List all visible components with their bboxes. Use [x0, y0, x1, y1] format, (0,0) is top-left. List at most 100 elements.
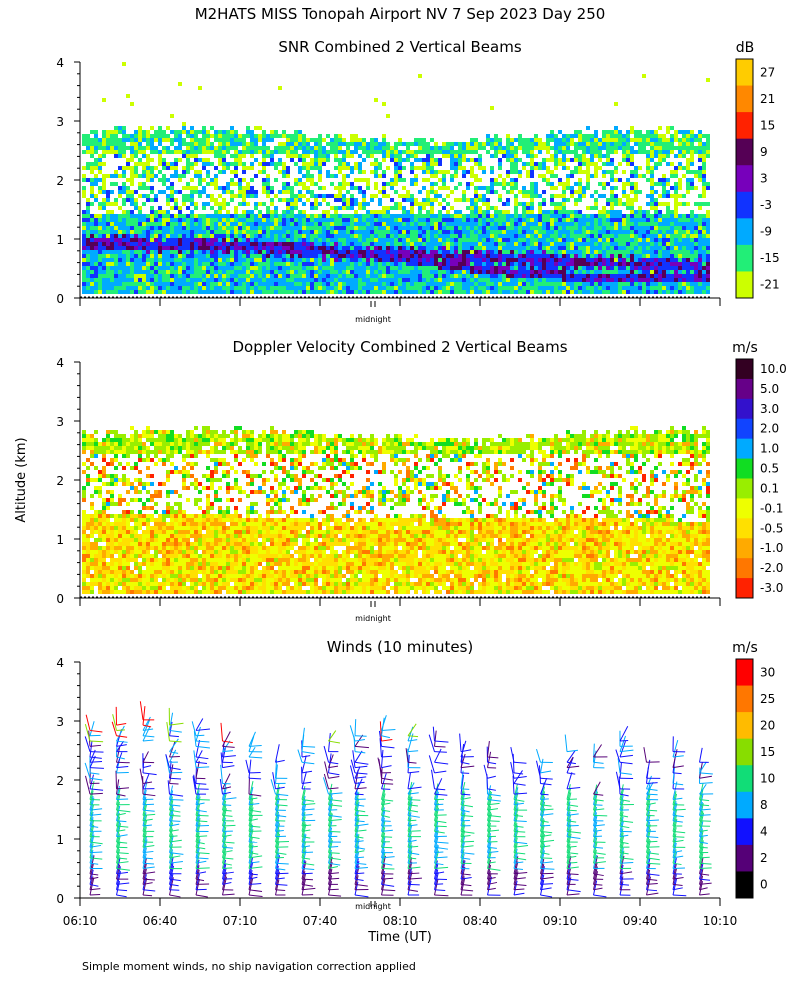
wind-barb — [619, 784, 624, 800]
wind-barb-flag — [195, 871, 207, 875]
wind-barb — [434, 825, 439, 843]
wind-barb — [487, 813, 492, 832]
wind-barb — [593, 812, 597, 827]
wind-barb-flag — [540, 894, 553, 898]
wind-barb-flag — [195, 745, 211, 749]
wind-barb — [646, 857, 651, 874]
wind-barb — [619, 828, 624, 843]
wind-barb — [142, 832, 147, 848]
x-tick-label: 07:10 — [223, 914, 258, 928]
colorbar-label: 15 — [760, 118, 775, 132]
wind-barb — [566, 811, 571, 827]
wind-barb-flag — [195, 802, 205, 806]
wind-barb-flag — [142, 818, 153, 822]
wind-barb — [407, 817, 412, 832]
wind-barb-flag — [407, 804, 418, 807]
y-tick-label: 2 — [56, 174, 64, 188]
wind-barb — [699, 789, 704, 805]
wind-barb — [540, 879, 545, 896]
wind-barb-flag — [275, 883, 288, 886]
wind-barb-flag — [487, 850, 499, 854]
wind-barb — [513, 770, 523, 784]
wind-barb — [487, 822, 491, 837]
wind-barb — [89, 863, 94, 880]
wind-barb — [672, 842, 677, 858]
wind-barb — [434, 836, 439, 853]
wind-barb — [142, 862, 148, 880]
wind-barb — [275, 833, 281, 853]
wind-barb-flag — [89, 841, 103, 845]
wind-barb-flag — [328, 877, 340, 880]
wind-barb-flag — [142, 793, 156, 797]
wind-barb — [328, 853, 333, 869]
wind-barb-flag — [407, 735, 419, 738]
wind-barb — [139, 768, 144, 784]
wind-barb-flag — [434, 788, 446, 791]
wind-barb — [615, 749, 621, 763]
wind-barb — [512, 775, 515, 795]
wind-barb — [301, 727, 305, 747]
wind-barb-flag — [434, 814, 447, 816]
wind-barb-flag — [89, 862, 99, 865]
wind-barb — [434, 748, 442, 763]
wind-barb — [89, 877, 95, 896]
wind-barb-flag — [566, 852, 579, 855]
wind-barb-flag — [222, 745, 235, 748]
wind-barb — [89, 854, 94, 869]
wind-barb-flag — [593, 793, 604, 796]
wind-barb-flag — [89, 744, 102, 747]
wind-barb — [646, 799, 651, 816]
wind-barb — [513, 848, 518, 864]
wind-barb — [328, 840, 333, 858]
wind-barb-flag — [407, 872, 420, 875]
wind-barb — [195, 726, 201, 742]
colorbar-swatch — [736, 659, 753, 687]
wind-barb — [169, 804, 174, 821]
wind-barb-flag — [619, 798, 630, 802]
wind-barb-flag — [566, 873, 579, 875]
wind-barb-flag — [434, 803, 444, 806]
wind-barb-flag — [169, 751, 179, 754]
wind-barb-flag — [513, 830, 526, 833]
wind-barb-flag — [460, 809, 470, 813]
wind-barb-flag — [593, 824, 605, 827]
wind-barb — [195, 803, 201, 821]
wind-barb-flag — [222, 824, 236, 827]
wind-barb — [220, 764, 223, 784]
wind-barb — [270, 779, 276, 795]
y-tick-label: 0 — [56, 892, 64, 906]
wind-barb-flag — [328, 872, 339, 875]
wind-barb — [169, 849, 174, 864]
wind-barb-flag — [513, 877, 526, 880]
wind-barb-flag — [89, 777, 103, 781]
wind-barb-flag — [540, 813, 554, 816]
wind-barb-flag — [354, 781, 365, 785]
wind-barb — [646, 759, 651, 779]
wind-barb-flag — [487, 814, 501, 818]
wind-barb-flag — [593, 761, 604, 764]
wind-barb — [195, 809, 201, 827]
wind-barb-flag — [248, 883, 262, 885]
wind-barb — [699, 857, 704, 874]
wind-barb-flag — [89, 851, 103, 854]
wind-barb — [593, 806, 597, 821]
wind-barb — [328, 793, 333, 811]
wind-barb — [699, 803, 704, 821]
wind-barb-flag — [434, 830, 445, 834]
wind-barb — [434, 879, 439, 896]
wind-barb — [381, 800, 386, 816]
wind-barb-flag — [540, 883, 554, 885]
wind-barb — [672, 781, 678, 800]
wind-barb — [535, 760, 541, 779]
wind-barb-flag — [222, 846, 233, 849]
wind-barb-flag — [301, 770, 313, 774]
wind-barb — [593, 821, 598, 837]
wind-barb — [699, 830, 704, 848]
wind-barb — [275, 786, 280, 805]
wind-barb-flag — [699, 846, 708, 849]
wind-barb-flag — [619, 820, 634, 823]
wind-barb — [222, 821, 227, 837]
wind-barb-flag — [328, 804, 343, 807]
wind-barb — [275, 868, 280, 885]
wind-barb-flag — [487, 846, 497, 849]
